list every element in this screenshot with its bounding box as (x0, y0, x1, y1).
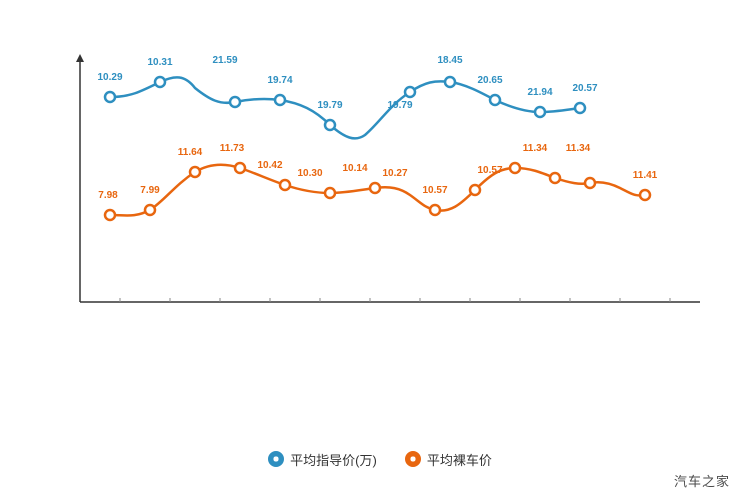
svg-text:7.98: 7.98 (98, 190, 118, 201)
svg-text:20.65: 20.65 (477, 75, 502, 86)
blue-point-5 (325, 120, 335, 130)
blue-point-6 (405, 87, 415, 97)
svg-text:21.94: 21.94 (527, 87, 552, 98)
svg-text:10.57: 10.57 (422, 185, 447, 196)
blue-line-series[interactable] (110, 77, 580, 138)
svg-text:11.34: 11.34 (523, 143, 548, 154)
orange-point-2 (145, 205, 155, 215)
svg-text:10.31: 10.31 (147, 57, 172, 68)
svg-text:18.45: 18.45 (437, 55, 462, 66)
orange-data-points[interactable] (105, 163, 650, 220)
svg-text:11.34: 11.34 (566, 143, 591, 154)
svg-text:10.30: 10.30 (297, 168, 322, 179)
watermark-text: 汽车之家 (674, 471, 730, 490)
blue-point-10 (575, 103, 585, 113)
svg-text:10.27: 10.27 (382, 168, 407, 179)
y-axis-arrow (76, 54, 84, 62)
blue-data-labels: 10.29 10.31 21.59 19.74 19.79 19.79 18.4… (97, 55, 597, 111)
blue-point-2 (155, 77, 165, 87)
svg-text:21.59: 21.59 (212, 55, 237, 66)
orange-point-1 (105, 210, 115, 220)
orange-point-6 (325, 188, 335, 198)
legend-label-orange: 平均裸车价 (427, 450, 492, 469)
svg-text:19.74: 19.74 (267, 75, 292, 86)
orange-point-3 (190, 167, 200, 177)
orange-point-10 (510, 163, 520, 173)
line-chart-svg: 10.29 10.31 21.59 19.74 19.79 19.79 18.4… (0, 0, 744, 496)
legend-dot-orange (405, 451, 421, 467)
chart-container: 10.29 10.31 21.59 19.74 19.79 19.79 18.4… (0, 0, 744, 496)
svg-text:10.29: 10.29 (97, 72, 122, 83)
orange-point-12 (585, 178, 595, 188)
orange-point-11 (550, 173, 560, 183)
blue-data-points[interactable] (105, 77, 585, 130)
blue-point-3 (230, 97, 240, 107)
legend-item-blue[interactable]: 平均指导价(万) (268, 450, 377, 469)
svg-text:10.42: 10.42 (257, 160, 282, 171)
svg-text:7.99: 7.99 (140, 185, 160, 196)
blue-point-9 (535, 107, 545, 117)
blue-point-7 (445, 77, 455, 87)
svg-text:11.73: 11.73 (220, 143, 245, 154)
svg-text:19.79: 19.79 (317, 100, 342, 111)
blue-point-8 (490, 95, 500, 105)
legend-dot-blue (268, 451, 284, 467)
orange-point-13 (640, 190, 650, 200)
orange-point-5 (280, 180, 290, 190)
orange-point-9 (470, 185, 480, 195)
svg-text:11.41: 11.41 (633, 170, 658, 181)
orange-point-7 (370, 183, 380, 193)
orange-point-8 (430, 205, 440, 215)
legend-item-orange[interactable]: 平均裸车价 (405, 450, 492, 469)
orange-point-4 (235, 163, 245, 173)
legend-label-blue: 平均指导价(万) (290, 450, 377, 469)
blue-point-1 (105, 92, 115, 102)
blue-point-4 (275, 95, 285, 105)
svg-text:20.57: 20.57 (572, 83, 597, 94)
svg-text:10.14: 10.14 (342, 163, 367, 174)
chart-legend: 平均指导价(万) 平均裸车价 (230, 444, 530, 474)
svg-text:11.64: 11.64 (178, 147, 203, 158)
